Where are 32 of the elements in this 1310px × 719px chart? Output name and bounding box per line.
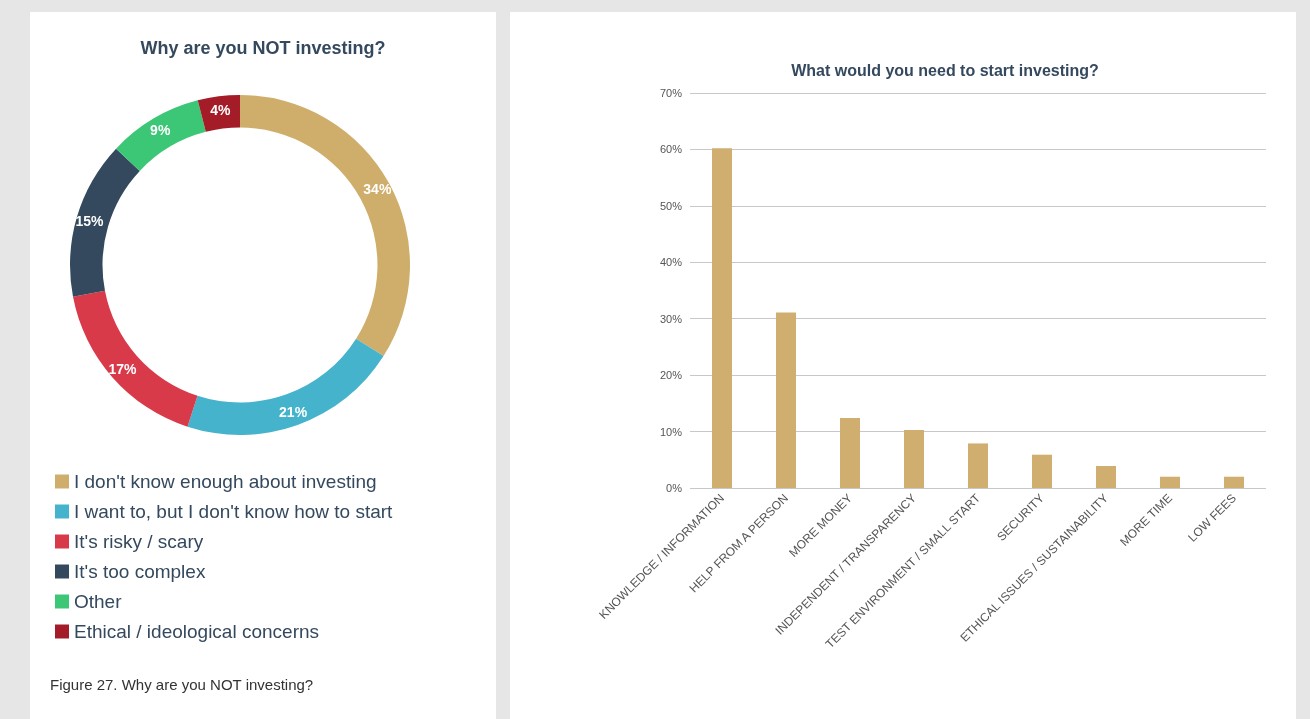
bar [904, 429, 924, 488]
legend-label: Ethical / ideological concerns [74, 621, 320, 642]
caption: Figure 27. Why are you NOT investing? [50, 676, 314, 693]
bar [1160, 476, 1180, 488]
bar [1096, 465, 1116, 488]
data-label: 21% [279, 404, 308, 421]
y-tick-label: 0% [666, 482, 683, 494]
y-tick-label: 50% [659, 199, 683, 212]
legend-label: It's too complex [74, 561, 206, 582]
bar [968, 443, 988, 488]
data-label: 17% [108, 360, 137, 377]
y-tick-label: 70% [659, 87, 683, 99]
legend-label: I want to, but I don't know how to start [74, 501, 394, 522]
data-label: 15% [75, 213, 105, 230]
y-tick-label: 10% [659, 425, 683, 438]
chart-title: What would you need to start investing? [791, 61, 1099, 79]
chart-title: Why are you NOT investing? [140, 38, 386, 58]
bar [776, 312, 796, 488]
y-tick-label: 60% [659, 143, 683, 156]
data-label: 34% [363, 181, 392, 198]
y-tick-label: 40% [659, 256, 683, 269]
data-label: 9% [150, 122, 171, 139]
legend-label: I don't know enough about investing [74, 471, 377, 492]
bar [712, 148, 732, 488]
y-tick-label: 30% [659, 312, 683, 325]
bar [1032, 454, 1052, 488]
bar [1224, 476, 1244, 488]
data-label: 4% [210, 101, 232, 118]
bar [840, 418, 860, 488]
legend-label: It's risky / scary [74, 531, 204, 552]
legend-label: Other [74, 591, 123, 612]
y-tick-label: 20% [659, 369, 683, 382]
